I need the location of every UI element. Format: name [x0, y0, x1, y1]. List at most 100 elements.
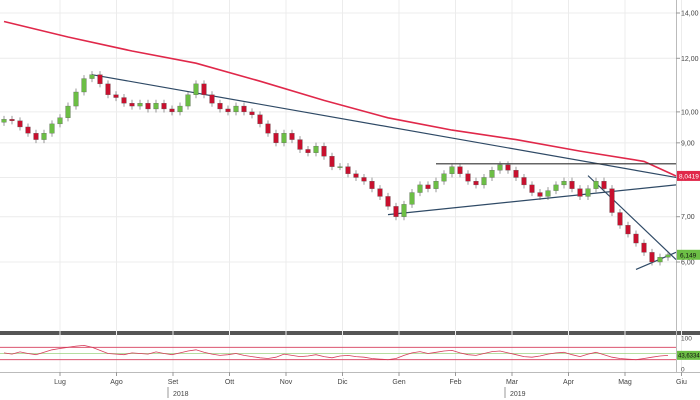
candle-body: [521, 177, 527, 186]
candle-body: [361, 177, 367, 182]
candle-body: [313, 145, 319, 153]
x-tick-label: Set: [168, 379, 179, 386]
candle-body: [481, 177, 487, 186]
y-tick-label: 7,00: [681, 214, 695, 221]
x-tick-label: Ago: [110, 379, 123, 386]
panel-divider: [0, 331, 700, 335]
candle-body: [545, 190, 551, 197]
candle-body: [49, 123, 55, 134]
candle-body: [137, 103, 143, 107]
candle-body: [345, 166, 351, 174]
candle-body: [281, 133, 287, 143]
x-tick-label: Apr: [563, 379, 575, 386]
candle-body: [193, 83, 199, 95]
candle-body: [57, 117, 63, 125]
candle-body: [41, 133, 47, 140]
oscillator-tick-label: 0: [681, 367, 685, 374]
candle-body: [609, 188, 615, 213]
candle-body: [217, 103, 223, 110]
candle-body: [249, 111, 255, 115]
candle-body: [169, 108, 175, 113]
candle-body: [329, 156, 335, 167]
moving-average-line: [3, 20, 677, 177]
candle-body: [633, 233, 639, 244]
ma-value-badge: [677, 170, 700, 181]
candle-body: [449, 166, 455, 174]
x-tick-label: Mag: [618, 379, 632, 386]
candle-body: [185, 94, 191, 107]
candle-body: [33, 133, 39, 140]
candle-body: [353, 173, 359, 178]
oscillator-value-badge: [677, 350, 700, 360]
candle-body: [233, 105, 239, 113]
candle-body: [625, 225, 631, 235]
candle-body: [321, 145, 327, 157]
candle-body: [465, 173, 471, 182]
candle-body: [457, 166, 463, 174]
x-tick-label: Dic: [337, 379, 348, 386]
candle-body: [1, 119, 7, 123]
candle-body: [289, 133, 295, 140]
candle-body: [601, 181, 607, 189]
candle-body: [225, 108, 231, 113]
candle-body: [617, 212, 623, 226]
candle-body: [433, 181, 439, 189]
candle-body: [161, 103, 167, 110]
candle-body: [537, 192, 543, 197]
candle-body: [441, 173, 447, 182]
candle-body: [273, 133, 279, 143]
x-tick-label: Ott: [225, 379, 234, 386]
x-tick-label: Gen: [392, 379, 405, 386]
candle-body: [425, 184, 431, 189]
candle-body: [553, 184, 559, 191]
candle-body: [113, 94, 119, 98]
candle-body: [65, 105, 71, 118]
x-tick-label: Giu: [676, 379, 687, 386]
candle-body: [417, 184, 423, 193]
trendline: [387, 184, 677, 216]
last-price-label: 6,149: [680, 252, 697, 259]
candle-body: [489, 170, 495, 178]
y-tick-label: 14,00: [681, 11, 699, 18]
candle-body: [593, 181, 599, 189]
candle-body: [201, 83, 207, 95]
candle-body: [209, 94, 215, 104]
y-tick-label: 10,00: [681, 109, 699, 116]
candle-body: [89, 74, 95, 79]
candle-body: [561, 181, 567, 186]
candle-body: [297, 139, 303, 150]
x-tick-label: Mar: [506, 379, 519, 386]
candle-body: [25, 126, 31, 134]
candle-body: [657, 256, 663, 263]
candle-body: [177, 105, 183, 113]
candle-body: [577, 188, 583, 197]
oscillator-value-label: 43,6334: [678, 354, 700, 360]
candle-body: [369, 181, 375, 189]
candle-body: [393, 206, 399, 217]
ma-value-label: 8,0419: [679, 173, 699, 180]
candle-body: [97, 74, 103, 85]
candle-body: [569, 181, 575, 189]
candle-body: [129, 103, 135, 107]
trendline: [91, 74, 677, 179]
candle-body: [17, 120, 23, 128]
candle-body: [81, 78, 87, 93]
candle-body: [73, 91, 79, 107]
candle-body: [9, 119, 15, 121]
candle-body: [385, 196, 391, 207]
candle-body: [401, 204, 407, 217]
candle-body: [505, 164, 511, 171]
candle-body: [585, 188, 591, 197]
candle-body: [153, 103, 159, 110]
x-tick-label: Nov: [280, 379, 293, 386]
candle-body: [529, 184, 535, 193]
x-tick-label: Feb: [449, 379, 461, 386]
candle-body: [649, 252, 655, 263]
candle-body: [257, 114, 263, 125]
oscillator-tick-label: 100: [681, 336, 692, 343]
candle-body: [105, 83, 111, 95]
price-panel-bg: [0, 0, 676, 331]
candle-body: [377, 188, 383, 197]
candle-body: [241, 105, 247, 113]
x-tick-label: Lug: [54, 379, 66, 386]
